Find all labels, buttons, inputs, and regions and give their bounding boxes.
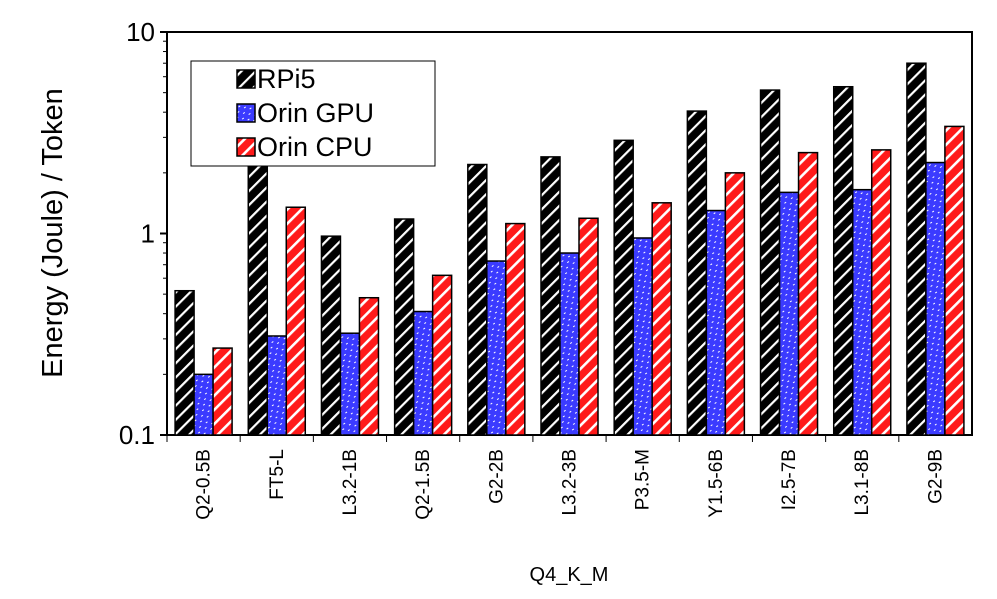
x-axis-title: Q4_K_M: [530, 564, 609, 586]
bar-orin-cpu-ft5-l: [285, 206, 307, 436]
legend-label-orin-gpu: Orin GPU: [257, 98, 374, 128]
bar-rpi5-i2-5-7b: [759, 89, 781, 436]
y-axis-title: Energy (Joule) / Token: [37, 88, 69, 378]
x-tick-label-l3-2-1b: L3.2-1B: [340, 449, 361, 516]
bar-orin-gpu-g2-9b: [925, 161, 946, 436]
legend: RPi5 Orin GPU Orin CPU: [190, 60, 436, 167]
y-tick-label-0-1: 0.1: [119, 420, 155, 450]
x-tick-label-g2-2b: G2-2B: [486, 449, 507, 504]
x-tick-label-l3-1-8b: L3.1-8B: [852, 449, 873, 516]
bar-orin-gpu-ft5-l: [266, 335, 288, 436]
bar-orin-gpu-p3-5-m: [632, 237, 653, 436]
bar-orin-cpu-l3-1-8b: [870, 149, 892, 436]
x-tick-label-y1-5-6b: Y1.5-6B: [706, 449, 727, 518]
bar-orin-gpu-q2-0-5b: [193, 373, 214, 436]
legend-swatch-orin-cpu: [236, 137, 256, 157]
y-axis: 0.1 1 10: [119, 17, 167, 450]
bar-orin-cpu-p3-5-m: [651, 202, 672, 436]
bar-orin-gpu-q2-1-5b: [412, 310, 434, 436]
legend-label-rpi5: RPi5: [257, 64, 316, 94]
bar-orin-gpu-y1-5-6b: [705, 209, 727, 436]
bar-rpi5-l3-2-1b: [320, 235, 342, 436]
x-tick-label-l3-2-3b: L3.2-3B: [560, 449, 581, 516]
legend-label-orin-cpu: Orin CPU: [257, 132, 373, 162]
bar-rpi5-g2-2b: [467, 163, 488, 436]
y-tick-label-1: 1: [141, 219, 155, 249]
x-tick-label-ft5-l: FT5-L: [267, 449, 288, 500]
x-tick-label-q2-0-5b: Q2-0.5B: [194, 449, 215, 520]
bar-orin-gpu-l3-1-8b: [851, 188, 873, 436]
bar-rpi5-q2-1-5b: [393, 218, 415, 436]
y-tick-label-10: 10: [126, 17, 155, 47]
bar-orin-cpu-i2-5-7b: [797, 151, 819, 436]
x-tick-label-g2-9b: G2-9B: [925, 449, 946, 504]
legend-swatch-orin-gpu: [236, 103, 256, 123]
bar-orin-gpu-l3-2-1b: [339, 332, 361, 436]
bar-rpi5-q2-0-5b: [174, 289, 195, 436]
legend-swatch-rpi5: [236, 69, 256, 89]
x-tick-label-q2-1-5b: Q2-1.5B: [413, 449, 434, 520]
bar-rpi5-l3-2-3b: [540, 156, 561, 436]
x-tick-label-p3-5-m: P3.5-M: [633, 449, 654, 510]
bar-rpi5-ft5-l: [247, 163, 269, 436]
x-tick-label-i2-5-7b: I2.5-7B: [779, 449, 800, 510]
bar-rpi5-g2-9b: [906, 62, 927, 436]
bar-orin-cpu-l3-2-1b: [358, 296, 380, 436]
bar-orin-cpu-g2-2b: [505, 222, 526, 436]
bar-orin-gpu-g2-2b: [486, 260, 507, 436]
x-axis: Q2-0.5B FT5-L L3.2-1B Q2-1.5B G2-2B L3.2-3B P3…: [166, 435, 946, 520]
bar-rpi5-y1-5-6b: [686, 110, 708, 436]
legend-box: [190, 60, 436, 167]
bar-orin-cpu-l3-2-3b: [578, 217, 599, 436]
bar-rpi5-p3-5-m: [613, 139, 634, 436]
bar-orin-cpu-g2-9b: [944, 125, 965, 436]
bars-group: [174, 62, 965, 436]
bar-orin-cpu-q2-0-5b: [212, 347, 233, 436]
bar-orin-gpu-l3-2-3b: [559, 252, 580, 436]
bar-orin-gpu-i2-5-7b: [778, 191, 800, 436]
bar-rpi5-l3-1-8b: [832, 85, 854, 436]
bar-orin-cpu-y1-5-6b: [724, 172, 746, 436]
bar-orin-cpu-q2-1-5b: [431, 274, 453, 436]
